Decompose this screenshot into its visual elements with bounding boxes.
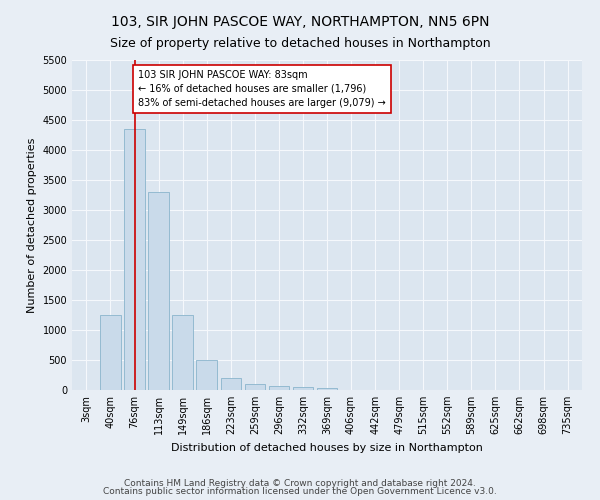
Text: Size of property relative to detached houses in Northampton: Size of property relative to detached ho… (110, 38, 490, 51)
Bar (172, 315, 193, 390)
Bar (221, 378, 241, 390)
Bar (196, 360, 217, 390)
Bar (148, 192, 169, 390)
Bar (124, 129, 145, 390)
Text: 103 SIR JOHN PASCOE WAY: 83sqm
← 16% of detached houses are smaller (1,796)
83% : 103 SIR JOHN PASCOE WAY: 83sqm ← 16% of … (139, 70, 386, 108)
Bar (100, 315, 121, 390)
Bar (245, 384, 265, 390)
Text: Contains public sector information licensed under the Open Government Licence v3: Contains public sector information licen… (103, 487, 497, 496)
X-axis label: Distribution of detached houses by size in Northampton: Distribution of detached houses by size … (171, 442, 483, 452)
Y-axis label: Number of detached properties: Number of detached properties (27, 138, 37, 312)
Bar (269, 386, 289, 390)
Bar (293, 387, 313, 390)
Bar (317, 388, 337, 390)
Text: Contains HM Land Registry data © Crown copyright and database right 2024.: Contains HM Land Registry data © Crown c… (124, 478, 476, 488)
Text: 103, SIR JOHN PASCOE WAY, NORTHAMPTON, NN5 6PN: 103, SIR JOHN PASCOE WAY, NORTHAMPTON, N… (111, 15, 489, 29)
